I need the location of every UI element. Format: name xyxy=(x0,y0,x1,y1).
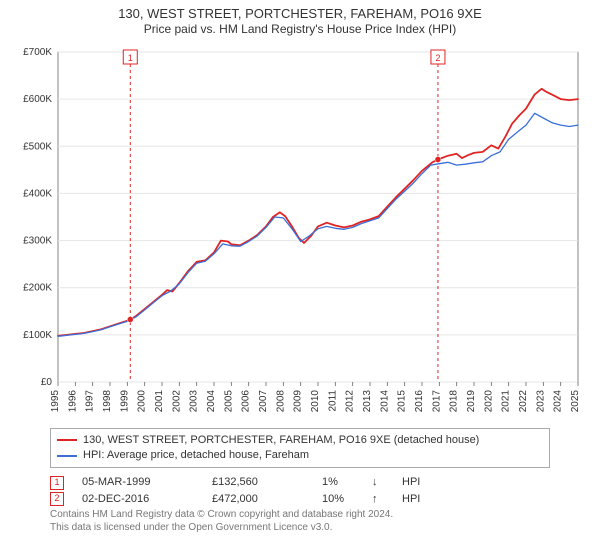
footnote-line: This data is licensed under the Open Gov… xyxy=(50,522,550,535)
chart-title: 130, WEST STREET, PORTCHESTER, FAREHAM, … xyxy=(10,6,590,22)
svg-text:2010: 2010 xyxy=(310,389,321,412)
svg-text:2006: 2006 xyxy=(241,389,252,412)
chart-subtitle: Price paid vs. HM Land Registry's House … xyxy=(10,22,590,36)
svg-text:2000: 2000 xyxy=(137,389,148,412)
svg-text:2011: 2011 xyxy=(327,389,338,411)
svg-text:2002: 2002 xyxy=(171,389,182,412)
sale-price: £132,560 xyxy=(212,474,312,491)
svg-text:2003: 2003 xyxy=(189,389,200,412)
svg-text:2017: 2017 xyxy=(431,389,442,412)
svg-text:£500K: £500K xyxy=(23,141,52,152)
sale-vs: HPI xyxy=(402,474,442,491)
sale-marker-badge: 1 xyxy=(50,476,64,490)
sale-date: 02-DEC-2016 xyxy=(82,491,202,508)
svg-text:2008: 2008 xyxy=(275,389,286,412)
svg-text:2009: 2009 xyxy=(293,389,304,412)
svg-text:£400K: £400K xyxy=(23,188,52,199)
svg-text:£200K: £200K xyxy=(23,282,52,293)
arrow-up-icon: ↑ xyxy=(372,491,392,508)
footnote: Contains HM Land Registry data © Crown c… xyxy=(50,509,550,534)
svg-text:£0: £0 xyxy=(41,377,53,388)
svg-text:2021: 2021 xyxy=(501,389,512,412)
svg-text:£600K: £600K xyxy=(23,94,52,105)
svg-text:1998: 1998 xyxy=(102,389,113,412)
legend-row-hpi: HPI: Average price, detached house, Fare… xyxy=(57,448,543,463)
svg-text:2007: 2007 xyxy=(258,389,269,412)
svg-text:2025: 2025 xyxy=(570,389,581,412)
sales-table: 1 05-MAR-1999 £132,560 1% ↓ HPI 2 02-DEC… xyxy=(50,474,550,507)
svg-text:£700K: £700K xyxy=(23,47,52,58)
svg-text:2020: 2020 xyxy=(483,389,494,412)
legend-swatch-hpi xyxy=(57,455,77,457)
sale-pct: 1% xyxy=(322,474,362,491)
svg-text:1995: 1995 xyxy=(50,389,61,412)
svg-text:2014: 2014 xyxy=(379,389,390,412)
svg-text:2016: 2016 xyxy=(414,389,425,412)
svg-text:2001: 2001 xyxy=(154,389,165,412)
svg-text:2004: 2004 xyxy=(206,389,217,412)
legend-row-price-paid: 130, WEST STREET, PORTCHESTER, FAREHAM, … xyxy=(57,433,543,448)
svg-text:2023: 2023 xyxy=(535,389,546,412)
legend-label-hpi: HPI: Average price, detached house, Fare… xyxy=(83,448,309,463)
svg-text:1: 1 xyxy=(128,53,133,63)
svg-text:£300K: £300K xyxy=(23,235,52,246)
sale-price: £472,000 xyxy=(212,491,312,508)
svg-text:2018: 2018 xyxy=(449,389,460,412)
sale-date: 05-MAR-1999 xyxy=(82,474,202,491)
sale-row: 2 02-DEC-2016 £472,000 10% ↑ HPI xyxy=(50,491,550,508)
svg-text:2024: 2024 xyxy=(553,389,564,412)
svg-text:2015: 2015 xyxy=(397,389,408,412)
svg-text:2022: 2022 xyxy=(518,389,529,412)
sale-row: 1 05-MAR-1999 £132,560 1% ↓ HPI xyxy=(50,474,550,491)
svg-text:2019: 2019 xyxy=(466,389,477,412)
svg-text:1999: 1999 xyxy=(119,389,130,412)
legend-label-price-paid: 130, WEST STREET, PORTCHESTER, FAREHAM, … xyxy=(83,433,479,448)
sale-marker-badge: 2 xyxy=(50,492,64,506)
svg-text:£100K: £100K xyxy=(23,329,52,340)
svg-text:2: 2 xyxy=(435,53,440,63)
legend-swatch-price-paid xyxy=(57,439,77,441)
sale-pct: 10% xyxy=(322,491,362,508)
chart-area: £0 £100K £200K £300K £400K £500K £600K £700K 199… xyxy=(10,42,590,422)
svg-text:2012: 2012 xyxy=(345,389,356,412)
svg-text:2005: 2005 xyxy=(223,389,234,412)
svg-text:2013: 2013 xyxy=(362,389,373,412)
arrow-down-icon: ↓ xyxy=(372,474,392,491)
svg-text:1997: 1997 xyxy=(85,389,96,412)
footnote-line: Contains HM Land Registry data © Crown c… xyxy=(50,509,550,522)
svg-text:1996: 1996 xyxy=(67,389,78,412)
legend: 130, WEST STREET, PORTCHESTER, FAREHAM, … xyxy=(50,428,550,469)
line-chart-svg: £0 £100K £200K £300K £400K £500K £600K £700K 199… xyxy=(10,42,590,422)
sale-vs: HPI xyxy=(402,491,442,508)
